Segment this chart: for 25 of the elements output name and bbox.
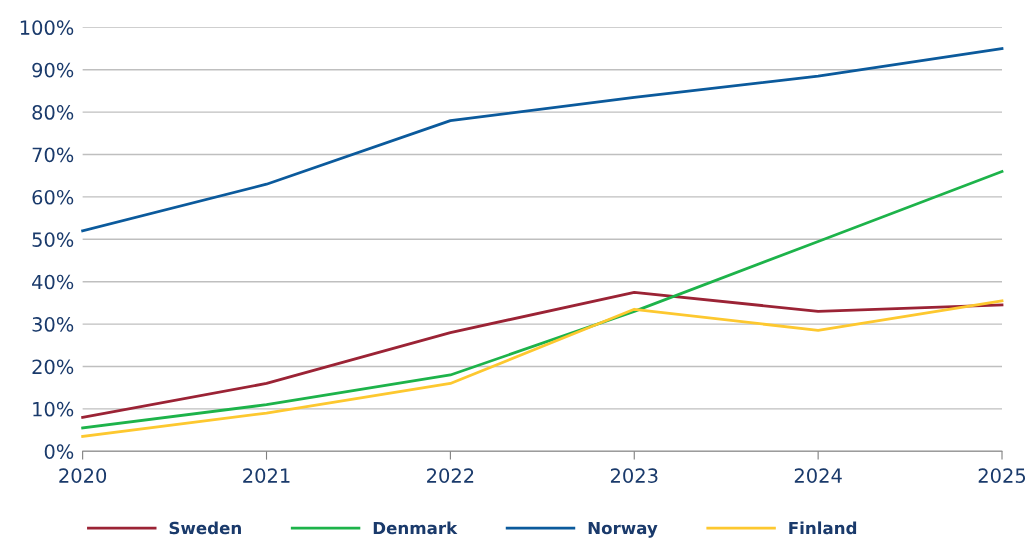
line-series xyxy=(81,290,1004,419)
y-tick-label: 30% xyxy=(32,317,74,332)
legend-label: Finland xyxy=(789,521,857,535)
y-tick-label: 0% xyxy=(44,444,74,459)
x-tick-label: 2020 xyxy=(59,468,107,483)
y-tick-label: 10% xyxy=(33,401,74,417)
x-tick-label: 2021 xyxy=(243,468,290,483)
line-series xyxy=(81,299,1004,438)
y-tick-label: 20% xyxy=(32,359,74,375)
x-tick-label: 2024 xyxy=(794,468,842,483)
y-tick-label: 70% xyxy=(32,147,74,163)
legend-label: Norway xyxy=(588,521,658,538)
x-tick-label: 2025 xyxy=(978,468,1026,483)
line-series xyxy=(81,47,1004,233)
y-tick-label: 80% xyxy=(32,105,74,120)
y-tick-label: 90% xyxy=(32,62,74,78)
x-tick-label: 2022 xyxy=(427,468,474,483)
y-tick-label: 40% xyxy=(32,274,74,290)
y-tick-label: 50% xyxy=(32,232,74,247)
x-tick-label: 2023 xyxy=(610,468,658,483)
line-series xyxy=(81,170,1004,430)
legend-label: Sweden xyxy=(169,521,241,535)
y-tick-label: 100% xyxy=(20,20,74,36)
legend-label: Denmark xyxy=(373,521,458,535)
y-tick-label: 60% xyxy=(32,189,74,205)
